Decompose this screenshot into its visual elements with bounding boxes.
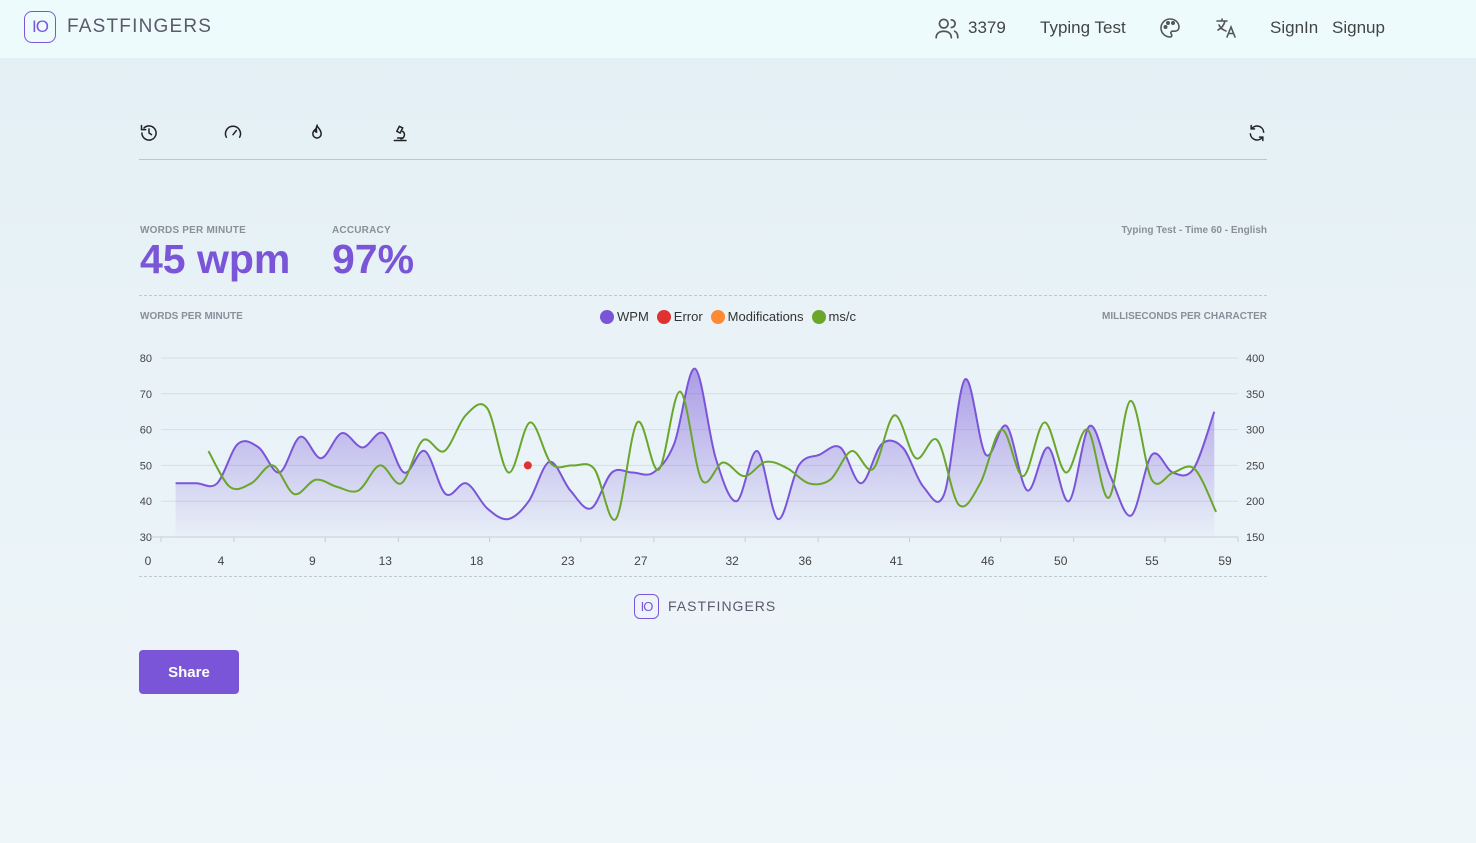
legend-dot <box>710 309 725 324</box>
footer-logo-icon: IO <box>634 594 659 619</box>
legend-dot <box>656 309 671 324</box>
y-left-tick-label: 60 <box>140 425 152 437</box>
right-axis-title: MILLISECONDS PER CHARACTER <box>1101 311 1267 322</box>
signin-link[interactable]: SignIn <box>1270 18 1319 37</box>
legend-label: Modifications <box>727 309 804 324</box>
x-tick-label: 0 <box>145 554 152 568</box>
legend-item-error[interactable]: Error <box>656 309 703 324</box>
footer-brand: FASTFINGERS <box>668 598 777 614</box>
signup-link[interactable]: Signup <box>1332 18 1385 37</box>
users-icon <box>935 18 959 39</box>
y-left-tick-label: 70 <box>140 389 152 401</box>
legend-item-wpm[interactable]: WPM <box>600 309 649 324</box>
divider-top <box>139 295 1267 296</box>
accuracy-value: 97% <box>332 236 415 282</box>
divider-bottom <box>139 576 1267 577</box>
brand-name[interactable]: FASTFINGERS <box>67 16 213 37</box>
accuracy-label: ACCURACY <box>332 225 391 236</box>
online-count: 3379 <box>968 18 1006 37</box>
x-tick-label: 18 <box>470 554 484 568</box>
history-icon[interactable] <box>139 123 159 143</box>
x-tick-label: 13 <box>379 554 393 568</box>
legend-label: Error <box>673 309 703 324</box>
legend-item-modifications[interactable]: Modifications <box>710 309 804 324</box>
y-right-tick-label: 400 <box>1246 353 1264 365</box>
x-tick-label: 32 <box>725 554 739 568</box>
wpm-line <box>175 367 1216 521</box>
x-tick-label: 36 <box>798 554 812 568</box>
share-button[interactable]: Share <box>139 650 239 694</box>
refresh-icon[interactable] <box>1247 123 1267 143</box>
flame-icon[interactable] <box>307 123 327 143</box>
y-left-tick-label: 80 <box>140 353 152 365</box>
y-left-tick-label: 50 <box>140 460 152 472</box>
legend-item-ms-c[interactable]: ms/c <box>811 309 856 324</box>
x-tick-label: 9 <box>309 554 316 568</box>
y-right-tick-label: 300 <box>1246 425 1264 437</box>
y-right-tick-label: 150 <box>1246 532 1264 544</box>
palette-icon[interactable] <box>1158 16 1182 40</box>
legend-dot <box>811 309 826 324</box>
legend-label: WPM <box>617 309 649 324</box>
wpm-label: WORDS PER MINUTE <box>140 225 246 236</box>
chart-legend: WPM Error Modifications ms/c <box>600 309 856 324</box>
x-tick-label: 50 <box>1054 554 1068 568</box>
x-tick-label: 55 <box>1145 554 1159 568</box>
y-right-tick-label: 200 <box>1246 496 1264 508</box>
legend-label: ms/c <box>828 309 856 324</box>
test-info: Typing Test - Time 60 - English <box>1121 225 1267 236</box>
wpm-value: 45 wpm <box>140 236 291 282</box>
top-navbar: IO FASTFINGERS 3379 Typing Test SignIn S… <box>0 0 1476 58</box>
logo-icon[interactable]: IO <box>24 11 56 43</box>
x-tick-label: 46 <box>981 554 995 568</box>
legend-dot <box>600 309 614 324</box>
msc-line <box>207 390 1217 521</box>
microscope-icon[interactable] <box>391 123 411 143</box>
y-left-tick-label: 40 <box>140 496 152 508</box>
error-point <box>523 461 532 470</box>
y-left-tick-label: 30 <box>140 532 152 544</box>
x-tick-label: 4 <box>218 554 225 568</box>
typing-test-link[interactable]: Typing Test <box>1040 18 1126 37</box>
x-tick-label: 27 <box>634 554 648 568</box>
mode-divider <box>139 159 1267 160</box>
wpm-chart: 30 40 50 60 70 80 150 200 250 300 350 400 0 4 9 13 18 23 2… <box>140 353 1265 568</box>
x-tick-label: 41 <box>890 554 904 568</box>
y-right-tick-label: 350 <box>1246 389 1264 401</box>
x-tick-label: 59 <box>1218 554 1232 568</box>
y-right-tick-label: 250 <box>1246 460 1264 472</box>
x-tick-label: 23 <box>561 554 575 568</box>
speedometer-icon[interactable] <box>223 123 243 143</box>
translate-icon[interactable] <box>1214 16 1238 40</box>
left-axis-title: WORDS PER MINUTE <box>140 311 243 322</box>
